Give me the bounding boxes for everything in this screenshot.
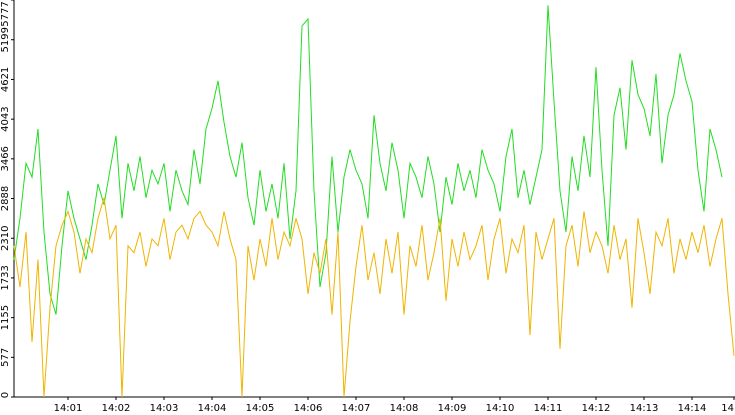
x-tick-label: 14:02	[102, 403, 131, 414]
y-tick-label: 3466	[0, 146, 11, 171]
y-tick-label: 1155	[0, 305, 11, 330]
series-line	[13, 5, 723, 315]
x-tick-label: 14:01	[54, 403, 83, 414]
y-tick-label: 577	[0, 348, 11, 367]
x-tick-label: 14:14	[678, 403, 707, 414]
x-tick-label: 14:10	[486, 403, 515, 414]
y-tick-label: 4621	[0, 67, 11, 92]
x-tick-label: 14:09	[438, 403, 467, 414]
x-tick-label: 14:08	[390, 403, 419, 414]
x-tick-label: 14:03	[150, 403, 179, 414]
x-tick-label: 14:12	[582, 403, 611, 414]
x-tick-label: 14:05	[246, 403, 275, 414]
x-tick-label: 14:04	[198, 403, 227, 414]
x-tick-label: 14:13	[630, 403, 659, 414]
y-tick-label: 5777	[0, 1, 11, 26]
x-tick-label: 14:06	[294, 403, 323, 414]
y-tick-label: 4043	[0, 106, 11, 131]
y-tick-label: 2310	[0, 226, 11, 251]
y-tick-label: 1733	[0, 265, 11, 290]
y-tick-label: 5199	[0, 27, 11, 52]
x-tick-label: 14:07	[342, 403, 371, 414]
series-line	[13, 197, 735, 398]
x-tick-label: 14:11	[534, 403, 563, 414]
y-tick-label: 2888	[0, 186, 11, 211]
x-tick-label: 14	[721, 403, 734, 414]
y-tick-label: 0	[0, 392, 11, 398]
